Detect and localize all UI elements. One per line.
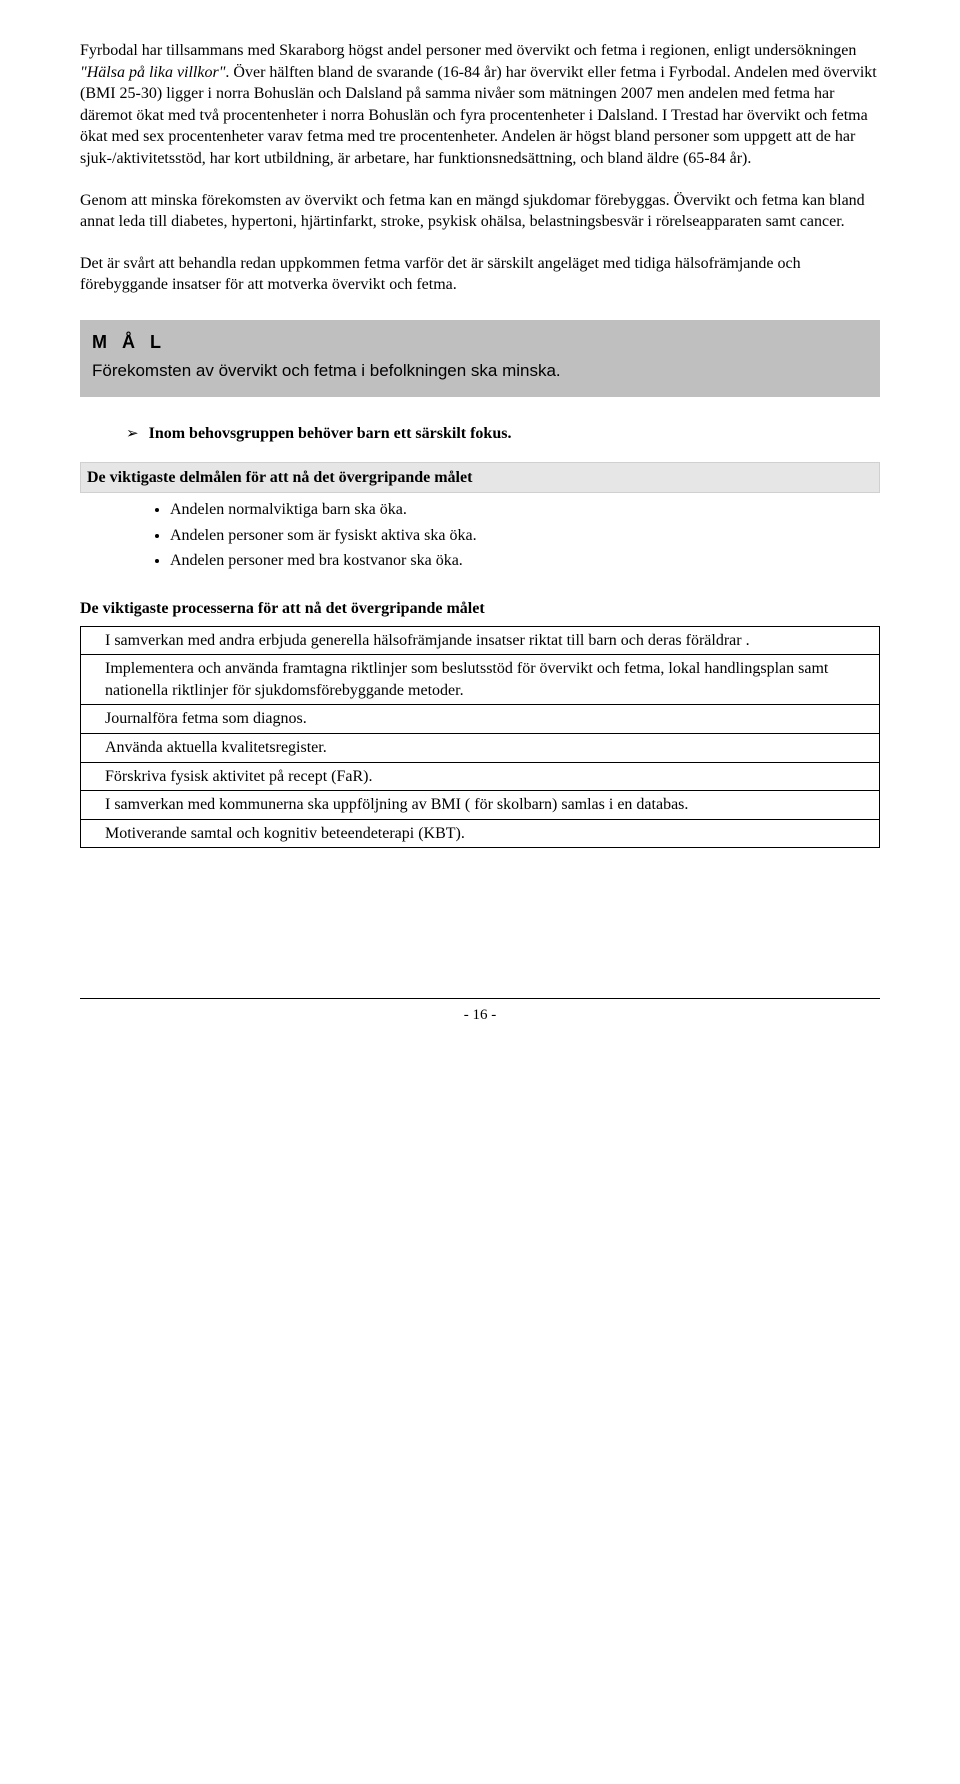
- processes-table: I samverkan med andra erbjuda generella …: [80, 626, 880, 849]
- goal-box: M Å L Förekomsten av övervikt och fetma …: [80, 320, 880, 397]
- footer-rule: [80, 998, 880, 999]
- page-footer: - 16 -: [80, 998, 880, 1025]
- list-item: Andelen personer med bra kostvanor ska ö…: [170, 548, 880, 574]
- table-row: Implementera och använda framtagna riktl…: [81, 655, 880, 705]
- table-row: Journalföra fetma som diagnos.: [81, 705, 880, 734]
- processes-header: De viktigaste processerna för att nå det…: [80, 596, 880, 622]
- intro-paragraph-3: Det är svårt att behandla redan uppkomme…: [80, 253, 880, 296]
- list-item: Andelen normalviktiga barn ska öka.: [170, 497, 880, 523]
- subgoals-list: Andelen normalviktiga barn ska öka. Ande…: [170, 497, 880, 574]
- goal-text: Förekomsten av övervikt och fetma i befo…: [92, 360, 868, 383]
- table-row: I samverkan med kommunerna ska uppföljni…: [81, 791, 880, 820]
- focus-text: Inom behovsgruppen behöver barn ett särs…: [149, 423, 512, 445]
- page-number: - 16 -: [464, 1007, 497, 1023]
- table-row: Använda aktuella kvalitetsregister.: [81, 734, 880, 763]
- table-row: Förskriva fysisk aktivitet på recept (Fa…: [81, 762, 880, 791]
- intro-paragraph-2: Genom att minska förekomsten av övervikt…: [80, 190, 880, 233]
- subgoals-header: De viktigaste delmålen för att nå det öv…: [80, 462, 880, 494]
- goal-label: M Å L: [92, 330, 868, 354]
- focus-line: ➢ Inom behovsgruppen behöver barn ett sä…: [126, 423, 880, 446]
- intro-paragraph-1: Fyrbodal har tillsammans med Skaraborg h…: [80, 40, 880, 170]
- arrow-right-icon: ➢: [126, 423, 139, 446]
- list-item: Andelen personer som är fysiskt aktiva s…: [170, 523, 880, 549]
- table-row: I samverkan med andra erbjuda generella …: [81, 626, 880, 655]
- table-row: Motiverande samtal och kognitiv beteende…: [81, 819, 880, 848]
